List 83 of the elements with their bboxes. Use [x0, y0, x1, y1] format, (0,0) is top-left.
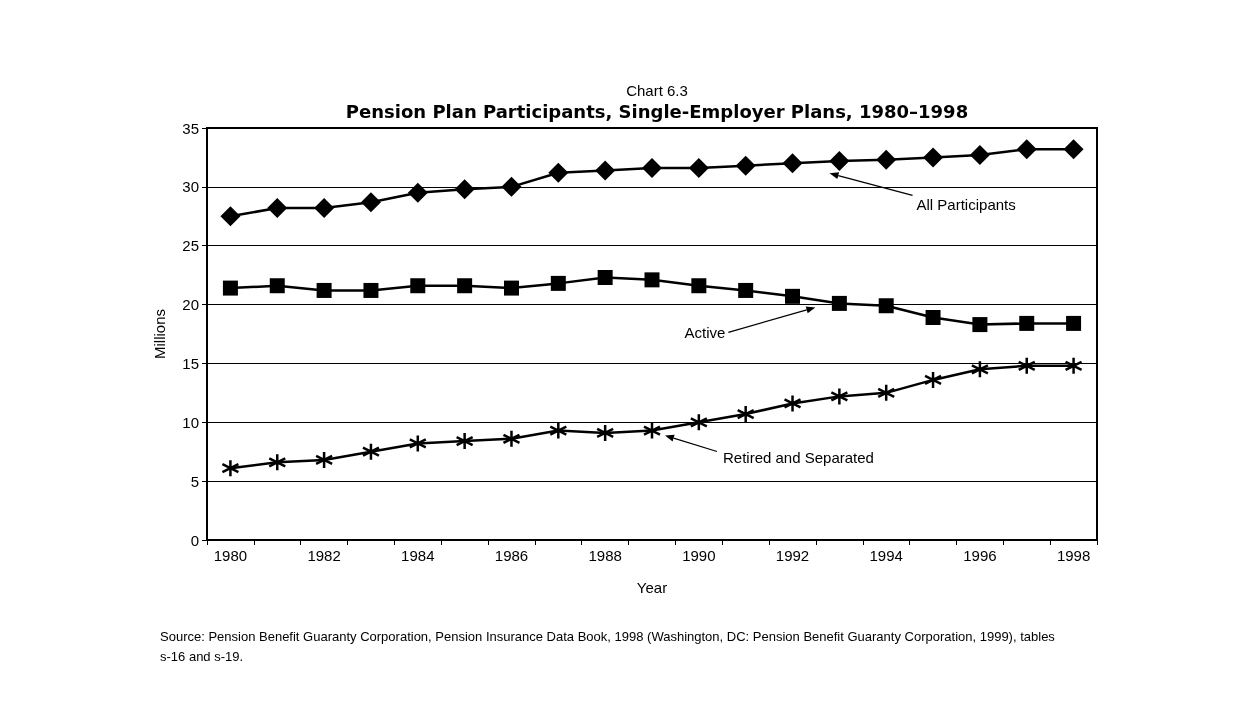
y-tick-label: 25 [182, 237, 199, 255]
point [925, 310, 941, 326]
x-tick-label: 1992 [775, 547, 810, 564]
point [689, 413, 709, 432]
x-axis-title: Year [636, 579, 668, 596]
point [644, 272, 660, 288]
point [1066, 315, 1082, 331]
point [923, 370, 943, 390]
point [923, 147, 944, 168]
y-tick-label: 0 [190, 531, 199, 549]
point [1017, 356, 1036, 376]
point [314, 450, 334, 470]
point [1016, 139, 1037, 160]
point [785, 288, 801, 304]
point [316, 282, 332, 298]
point [410, 278, 426, 294]
point [408, 434, 428, 453]
point [548, 162, 569, 183]
point [457, 278, 473, 294]
point [735, 155, 756, 176]
point [691, 278, 707, 294]
point [595, 423, 615, 443]
source-note: Source: Pension Benefit Guaranty Corporation, Pension Insurance Data Book, 1998 (Washington, DC: Pension Benefit Guaranty Corporation, 1999), tables s-16 and s-19. [160, 628, 1059, 664]
x-tick-label: 1986 [494, 547, 529, 564]
point [830, 387, 849, 406]
point [360, 192, 381, 213]
point [876, 149, 897, 170]
x-tick-label: 1980 [213, 547, 248, 564]
point [970, 360, 990, 379]
point [363, 282, 379, 298]
point [595, 160, 616, 181]
point [455, 431, 474, 451]
point [1064, 356, 1083, 376]
point [1019, 315, 1035, 331]
chart-title: Chart 6.3 [626, 82, 688, 99]
point [829, 150, 850, 171]
point [738, 282, 754, 298]
y-tick-label: 10 [182, 413, 199, 431]
chart-subtitle: Pension Plan Participants, Single-Employer Plans, 1980–1998 [345, 100, 969, 122]
series-label: Active [684, 323, 726, 341]
y-tick-label: 5 [190, 472, 199, 490]
point [1063, 139, 1084, 160]
point [597, 270, 613, 285]
series-label: Retired and Separated [723, 449, 874, 467]
point [361, 442, 381, 461]
point [501, 176, 522, 197]
x-tick-label: 1990 [682, 547, 716, 564]
point [268, 453, 287, 472]
point [972, 317, 988, 333]
y-tick-label: 30 [182, 178, 199, 196]
point [642, 421, 662, 440]
x-tick-label: 1988 [588, 547, 622, 564]
y-axis-title: Millions [151, 308, 168, 360]
point [878, 298, 894, 314]
point [454, 179, 475, 200]
point [222, 280, 238, 296]
y-tick-label: 35 [182, 119, 199, 137]
y-tick-label: 15 [182, 354, 199, 372]
x-tick-label: 1984 [401, 547, 435, 564]
point [221, 458, 240, 478]
point [267, 198, 288, 219]
x-tick-label: 1982 [307, 547, 341, 564]
point [550, 275, 566, 291]
point [831, 295, 847, 311]
point [549, 421, 568, 440]
point [876, 383, 896, 403]
point [642, 158, 662, 179]
point [503, 280, 519, 296]
point [688, 158, 709, 179]
point [736, 404, 755, 424]
point [783, 394, 802, 413]
point [220, 206, 241, 227]
x-tick-label: 1996 [963, 547, 997, 564]
text: All Participants [916, 195, 1016, 213]
point [407, 182, 428, 203]
point [314, 198, 335, 219]
point [269, 278, 285, 294]
point [502, 429, 521, 449]
point [782, 153, 803, 174]
x-tick-label: 1994 [869, 547, 903, 564]
y-tick-label: 20 [182, 296, 199, 314]
point [969, 145, 990, 166]
x-tick-label: 1998 [1056, 547, 1091, 564]
